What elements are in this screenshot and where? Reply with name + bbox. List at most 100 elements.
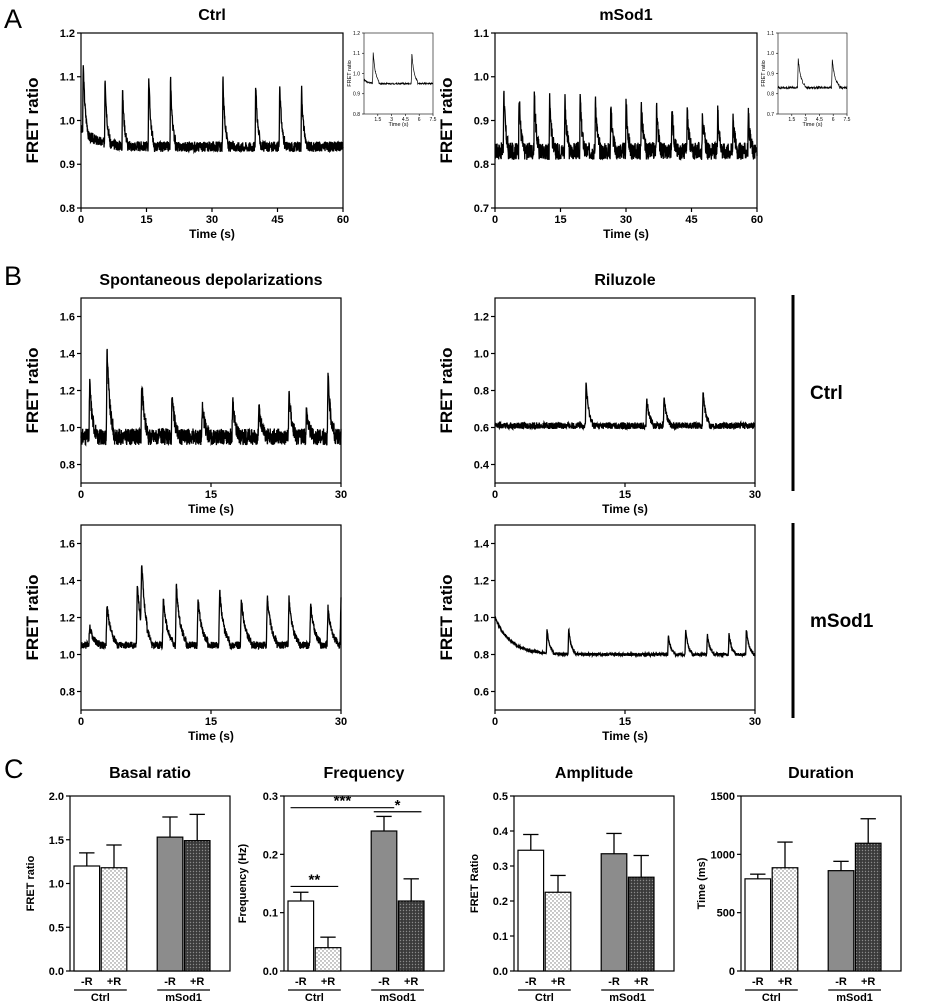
y-tick-label: 0.4 [474, 459, 490, 471]
y-axis-label: Time (ms) [696, 857, 708, 909]
group-label: Ctrl [305, 992, 324, 1004]
x-tick-label: 4.5 [816, 117, 823, 123]
y-tick-label: 500 [717, 908, 735, 920]
bar [314, 947, 342, 972]
x-axis-label: Time (s) [603, 227, 649, 241]
y-tick-label: 1.2 [60, 385, 75, 397]
x-tick-label: 0 [492, 716, 498, 728]
category-label: -R [295, 976, 307, 988]
category-label: +R [404, 976, 418, 988]
chart-title: Ctrl [198, 7, 226, 24]
group-label: mSod1 [165, 992, 202, 1004]
y-tick-label: 1.4 [60, 575, 76, 587]
x-tick-label: 0 [78, 716, 84, 728]
y-tick-label: 0.8 [767, 92, 774, 98]
plot-frame [494, 297, 756, 484]
y-tick-label: 0.3 [493, 861, 508, 873]
x-tick-label: 6 [832, 117, 835, 123]
plot-frame [283, 795, 445, 972]
data-trace [494, 382, 756, 431]
significance-label: * [395, 797, 401, 814]
y-tick-label: 0.0 [49, 966, 64, 978]
data-trace [80, 348, 342, 447]
plot-frame [777, 32, 848, 115]
bar-chart-8: -R +R -R +R 0.0 0.5 1.0 1.5 2.0 Ctrl mSod1 Basal ra… [25, 765, 231, 1004]
line-chart-7: 0.6 0.8 1.0 1.2 1.4 0 15 30 Time (s) FRET ratio [437, 524, 761, 743]
y-axis-label: FRET ratio [23, 575, 42, 661]
y-tick-label: 1.0 [60, 115, 75, 127]
x-axis-label: Time (s) [803, 122, 823, 128]
y-tick-label: 1.2 [353, 31, 360, 37]
y-tick-label: 1.2 [60, 28, 75, 40]
x-tick-label: 15 [619, 716, 631, 728]
line-chart-0: 0.8 0.9 1.0 1.1 1.2 0 15 30 45 60 Ctrl Time (s) FRET… [23, 7, 349, 241]
panel-letter-a: A [4, 4, 22, 34]
line-chart-6: 0.8 1.0 1.2 1.4 1.6 0 15 30 Time (s) FRET ratio [23, 524, 347, 743]
y-tick-label: 0.6 [474, 422, 489, 434]
chart-title: Basal ratio [109, 765, 191, 782]
y-tick-label: 1.1 [60, 72, 75, 84]
x-tick-label: 15 [554, 214, 566, 226]
y-tick-label: 0.5 [49, 922, 64, 934]
line-chart-4: 0.8 1.0 1.2 1.4 1.6 0 15 30 Spontaneous depolari… [23, 272, 347, 516]
y-tick-label: 2.0 [49, 791, 64, 803]
bar [183, 840, 211, 972]
x-tick-label: 30 [620, 214, 632, 226]
chart-title: Amplitude [555, 765, 633, 782]
x-tick-label: 0 [492, 489, 498, 501]
bar [744, 878, 772, 972]
y-axis-label: FRET Ratio [469, 854, 481, 914]
category-label: -R [164, 976, 176, 988]
category-label: +R [107, 976, 121, 988]
y-tick-label: 0.9 [353, 92, 360, 98]
bar [627, 876, 655, 972]
row-label-msod1: mSod1 [810, 611, 874, 632]
y-tick-label: 1.6 [60, 311, 75, 323]
y-tick-label: 0.8 [474, 159, 489, 171]
y-tick-label: 1.0 [474, 612, 489, 624]
bar [771, 867, 799, 972]
y-tick-label: 1.2 [60, 612, 75, 624]
data-trace [494, 614, 756, 659]
y-tick-label: 0.8 [60, 686, 75, 698]
significance-label: *** [334, 793, 352, 810]
bar [397, 900, 425, 972]
y-tick-label: 1.1 [474, 28, 489, 40]
category-label: -R [81, 976, 93, 988]
x-tick-label: 15 [140, 214, 152, 226]
chart-title: Spontaneous depolarizations [99, 272, 322, 289]
x-axis-label: Time (s) [189, 227, 235, 241]
y-tick-label: 1.2 [474, 311, 489, 323]
y-tick-label: 0.8 [474, 649, 489, 661]
y-axis-label: FRET ratio [23, 348, 42, 434]
group-label: mSod1 [379, 992, 416, 1004]
y-tick-label: 0.0 [493, 966, 508, 978]
x-tick-label: 30 [335, 716, 347, 728]
y-tick-label: 0.3 [263, 791, 278, 803]
group-label: mSod1 [836, 992, 873, 1004]
y-tick-label: 0.8 [353, 112, 360, 118]
x-axis-label: Time (s) [188, 502, 234, 516]
data-trace [494, 90, 758, 162]
category-label: -R [835, 976, 847, 988]
category-label: +R [778, 976, 792, 988]
bar-chart-11: -R +R -R +R 0 500 1000 1500 Ctrl mSod1 Duration Tim… [696, 765, 902, 1004]
x-tick-label: 6 [418, 117, 421, 123]
x-tick-label: 7.5 [430, 117, 437, 123]
y-tick-label: 0.6 [474, 686, 489, 698]
bar [517, 849, 545, 972]
x-tick-label: 30 [749, 489, 761, 501]
chart-title: Riluzole [594, 272, 655, 289]
line-chart-5: 0.4 0.6 0.8 1.0 1.2 0 15 30 Riluzole Time (s) FRET… [437, 272, 761, 516]
bar [854, 842, 882, 972]
y-axis-label: FRET ratio [761, 60, 767, 87]
y-tick-label: 1.0 [353, 71, 360, 77]
bar [370, 830, 398, 972]
x-tick-label: 30 [335, 489, 347, 501]
y-axis-label: FRET ratio [25, 855, 37, 911]
y-tick-label: 0.7 [767, 112, 774, 118]
bar [100, 867, 128, 972]
y-axis-label: FRET ratio [23, 78, 42, 164]
x-axis-label: Time (s) [602, 729, 648, 743]
